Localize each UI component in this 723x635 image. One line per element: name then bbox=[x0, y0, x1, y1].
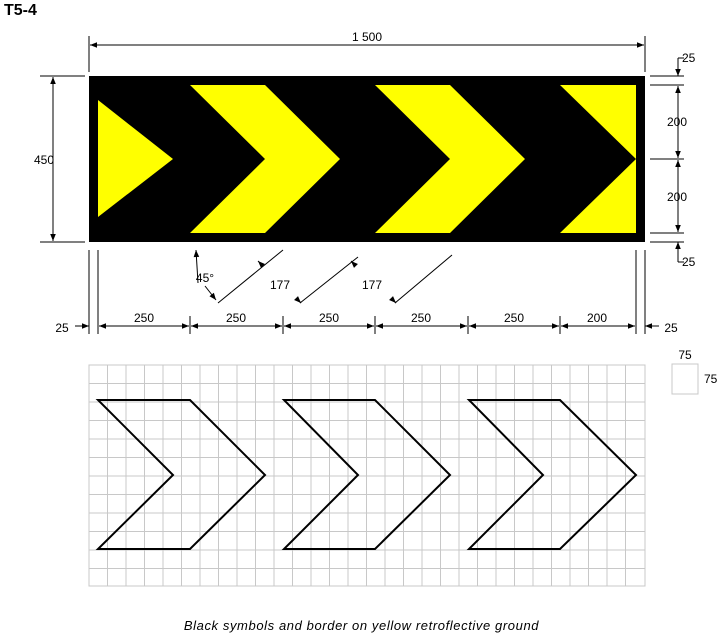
overall-width-label: 1 500 bbox=[352, 30, 382, 44]
stroke-width-label: 177 bbox=[270, 278, 290, 292]
black-field bbox=[450, 85, 636, 233]
cell-width-label: 75 bbox=[678, 348, 692, 362]
angle-label: 45° bbox=[196, 271, 214, 285]
stroke-width-label: 177 bbox=[362, 278, 382, 292]
segment-label: 250 bbox=[226, 311, 246, 325]
black-field bbox=[98, 85, 265, 233]
cell-height-label: 75 bbox=[704, 372, 718, 386]
segment-label: 250 bbox=[411, 311, 431, 325]
construction-grid bbox=[88, 364, 646, 587]
left-margin-label: 25 bbox=[55, 321, 69, 335]
segment-label: 200 bbox=[587, 311, 607, 325]
segment-label: 250 bbox=[504, 311, 524, 325]
chevron-outline bbox=[95, 399, 267, 550]
segment-label: 250 bbox=[319, 311, 339, 325]
chevron-outline bbox=[281, 399, 452, 550]
grid-legend: 75 75 bbox=[671, 348, 718, 395]
right-margin-label: 25 bbox=[664, 321, 678, 335]
chevron-outline bbox=[466, 399, 638, 550]
upper-half-label: 200 bbox=[667, 115, 687, 129]
dimension-labels: 1 500 450 25 200 200 25 25 250 250 250 2… bbox=[34, 30, 696, 335]
border-bottom-label: 25 bbox=[682, 255, 696, 269]
sign-panel bbox=[89, 76, 645, 242]
dimension-lines bbox=[40, 36, 684, 334]
black-field bbox=[265, 85, 450, 233]
lower-half-label: 200 bbox=[667, 190, 687, 204]
sign-code: T5-4 bbox=[4, 2, 37, 19]
border-top-label: 25 bbox=[682, 51, 696, 65]
caption: Black symbols and border on yellow retro… bbox=[183, 618, 540, 633]
segment-label: 250 bbox=[134, 311, 154, 325]
height-label: 450 bbox=[34, 153, 54, 167]
grid-cell-sample bbox=[671, 363, 699, 395]
